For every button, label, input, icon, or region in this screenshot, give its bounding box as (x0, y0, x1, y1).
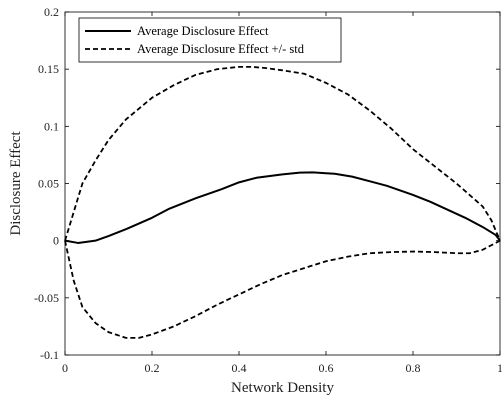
x-tick-label: 0 (62, 361, 68, 375)
legend-label: Average Disclosure Effect +/- std (137, 42, 305, 56)
series-lines (64, 65, 501, 339)
y-tick-label: 0.1 (44, 119, 59, 133)
x-tick-label: 1 (497, 361, 502, 375)
axis-ticks: 0 0.2 0.4 0.6 0.8 1 -0.1 -0.05 0 0.05 0.1 0.15 0.2 (34, 5, 502, 375)
x-tick-label: 0.2 (145, 361, 160, 375)
y-tick-label: 0.05 (38, 177, 59, 191)
x-tick-label: 0.4 (232, 361, 247, 375)
x-tick-label: 0.6 (319, 361, 334, 375)
y-tick-label: 0 (53, 234, 59, 248)
series-line-average (64, 171, 501, 244)
y-tick-label: -0.1 (40, 348, 59, 362)
y-tick-label: -0.05 (34, 291, 59, 305)
y-tick-label: 0.15 (38, 62, 59, 76)
legend: Average Disclosure Effect Average Disclos… (78, 17, 342, 63)
legend-box (78, 17, 342, 63)
y-tick-label: 0.2 (44, 5, 59, 19)
legend-label: Average Disclosure Effect (137, 24, 269, 38)
y-axis-label: Disclosure Effect (8, 131, 24, 236)
x-tick-label: 0.8 (406, 361, 421, 375)
x-axis-label: Network Density (231, 380, 334, 396)
series-line-std-2 (64, 239, 501, 339)
series-line-std-1 (64, 65, 501, 242)
